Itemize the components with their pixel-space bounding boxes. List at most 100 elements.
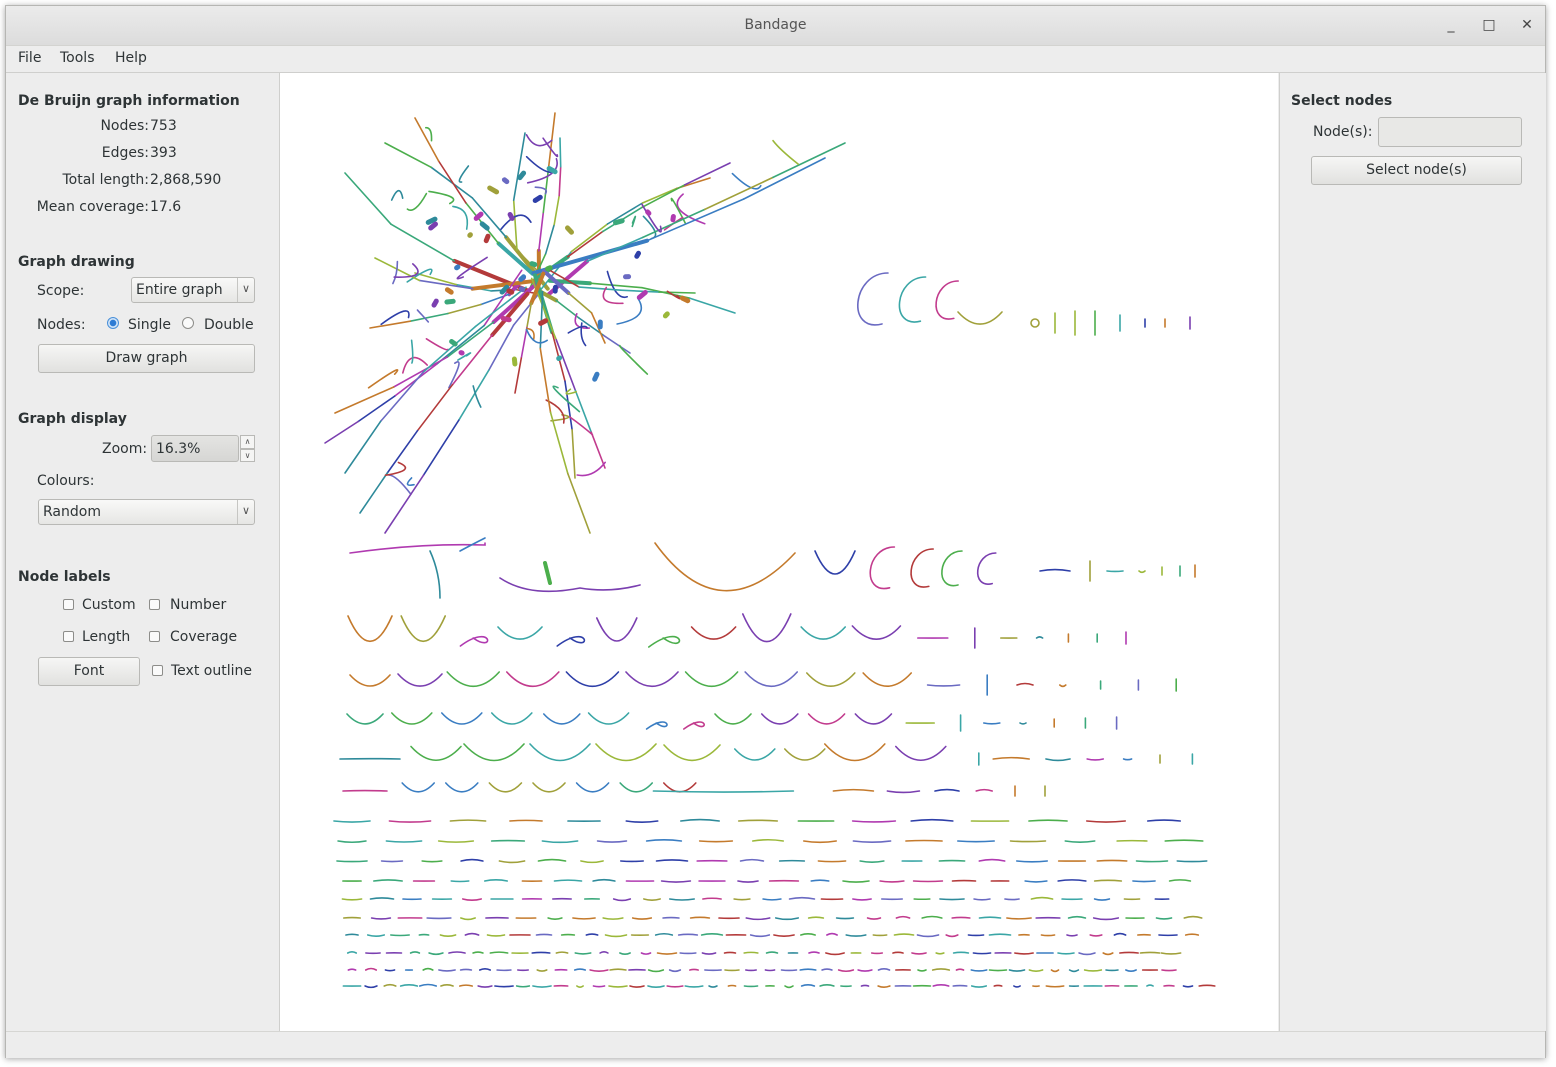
- graph-node-segment[interactable]: [478, 967, 492, 971]
- graph-node-segment[interactable]: [592, 371, 600, 382]
- graph-node-segment[interactable]: [970, 985, 988, 988]
- graph-node-segment[interactable]: [520, 326, 528, 359]
- graph-node-segment[interactable]: [567, 325, 588, 334]
- double-radio-label[interactable]: Double: [204, 317, 254, 333]
- graph-node-segment[interactable]: [1093, 879, 1123, 882]
- graph-node-segment[interactable]: [895, 915, 911, 919]
- graph-node-segment[interactable]: [525, 327, 535, 341]
- graph-node-segment[interactable]: [976, 552, 997, 585]
- graph-node-segment[interactable]: [386, 429, 419, 474]
- graph-node-segment[interactable]: [576, 461, 606, 477]
- graph-node-segment[interactable]: [641, 203, 662, 233]
- graph-node-segment[interactable]: [1028, 969, 1044, 972]
- select-nodes-button[interactable]: Select node(s): [1311, 156, 1522, 185]
- graph-node-segment[interactable]: [388, 820, 432, 823]
- graph-node-segment[interactable]: [448, 361, 460, 389]
- graph-node-segment[interactable]: [555, 339, 577, 392]
- graph-node-segment[interactable]: [472, 951, 484, 954]
- graph-node-segment[interactable]: [400, 615, 446, 643]
- graph-node-segment[interactable]: [866, 917, 882, 920]
- graph-node-segment[interactable]: [488, 324, 515, 371]
- graph-node-segment[interactable]: [464, 932, 480, 936]
- graph-node-segment[interactable]: [595, 743, 657, 762]
- graph-node-segment[interactable]: [496, 241, 535, 276]
- graph-node-segment[interactable]: [391, 712, 433, 725]
- graph-node-segment[interactable]: [957, 840, 995, 843]
- graph-node-segment[interactable]: [555, 299, 580, 319]
- graph-node-segment[interactable]: [425, 216, 438, 225]
- graph-node-segment[interactable]: [558, 165, 562, 197]
- graph-node-segment[interactable]: [634, 250, 641, 259]
- graph-node-segment[interactable]: [441, 712, 483, 725]
- graph-node-segment[interactable]: [364, 967, 378, 971]
- graph-node-segment[interactable]: [446, 671, 500, 687]
- graph-node-segment[interactable]: [592, 878, 616, 882]
- graph-node-segment[interactable]: [370, 917, 392, 920]
- graph-node-segment[interactable]: [429, 550, 441, 599]
- graph-node-segment[interactable]: [602, 917, 624, 920]
- graph-node-segment[interactable]: [851, 820, 897, 823]
- graph-node-segment[interactable]: [578, 286, 622, 291]
- graph-node-segment[interactable]: [1183, 915, 1203, 919]
- graph-node-segment[interactable]: [409, 951, 421, 954]
- graph-node-segment[interactable]: [349, 542, 486, 554]
- graph-node-segment[interactable]: [585, 933, 599, 936]
- graph-node-segment[interactable]: [662, 311, 670, 319]
- graph-node-segment[interactable]: [663, 782, 697, 793]
- graph-node-segment[interactable]: [388, 474, 412, 496]
- graph-node-segment[interactable]: [458, 165, 470, 183]
- graph-node-segment[interactable]: [731, 172, 762, 190]
- graph-node-segment[interactable]: [428, 190, 455, 205]
- graph-node-segment[interactable]: [701, 952, 717, 955]
- single-radio-label[interactable]: Single: [128, 317, 172, 333]
- graph-node-segment[interactable]: [488, 782, 523, 793]
- graph-node-segment[interactable]: [570, 223, 609, 253]
- graph-node-segment[interactable]: [842, 880, 870, 883]
- graph-node-segment[interactable]: [708, 985, 718, 988]
- graph-node-segment[interactable]: [384, 461, 407, 476]
- graph-node-segment[interactable]: [898, 276, 927, 323]
- graph-node-segment[interactable]: [574, 952, 592, 955]
- graph-node-segment[interactable]: [589, 282, 643, 289]
- text-outline-checkbox[interactable]: [152, 665, 163, 676]
- graph-node-segment[interactable]: [832, 788, 875, 792]
- graph-node-segment[interactable]: [1092, 917, 1120, 921]
- graph-node-segment[interactable]: [1122, 758, 1133, 761]
- assembly-graph-drawing[interactable]: [280, 73, 1278, 1031]
- graph-node-segment[interactable]: [572, 917, 596, 920]
- graph-node-segment[interactable]: [499, 284, 510, 295]
- graph-node-segment[interactable]: [765, 951, 779, 954]
- graph-node-segment[interactable]: [1015, 860, 1049, 863]
- graph-node-segment[interactable]: [1013, 985, 1021, 988]
- graph-node-segment[interactable]: [587, 712, 630, 725]
- graph-node-segment[interactable]: [341, 898, 363, 901]
- graph-node-segment[interactable]: [1086, 758, 1104, 761]
- graph-node-segment[interactable]: [369, 320, 412, 329]
- graph-node-segment[interactable]: [445, 782, 479, 793]
- graph-node-segment[interactable]: [546, 166, 558, 175]
- graph-node-segment[interactable]: [471, 197, 507, 239]
- graph-node-segment[interactable]: [459, 537, 486, 552]
- graph-node-segment[interactable]: [939, 898, 965, 901]
- coverage-checkbox[interactable]: [149, 631, 160, 642]
- graph-node-segment[interactable]: [1085, 820, 1127, 823]
- graph-node-segment[interactable]: [877, 968, 891, 971]
- graph-node-segment[interactable]: [344, 420, 382, 474]
- graph-node-segment[interactable]: [1096, 859, 1128, 862]
- graph-node-segment[interactable]: [803, 840, 837, 844]
- graph-node-segment[interactable]: [409, 312, 449, 322]
- graph-node-segment[interactable]: [473, 211, 484, 221]
- graph-node-segment[interactable]: [549, 269, 580, 288]
- graph-node-segment[interactable]: [384, 142, 432, 169]
- graph-node-segment[interactable]: [512, 199, 518, 251]
- graph-node-segment[interactable]: [525, 328, 548, 344]
- node-ids-input[interactable]: [1378, 117, 1522, 147]
- graph-node-segment[interactable]: [743, 157, 826, 200]
- graph-node-segment[interactable]: [367, 369, 399, 389]
- number-checkbox-label[interactable]: Number: [170, 597, 227, 613]
- maximize-button[interactable]: □: [1482, 17, 1496, 33]
- graph-node-segment[interactable]: [457, 352, 472, 361]
- graph-node-segment[interactable]: [1030, 896, 1054, 900]
- graph-node-segment[interactable]: [518, 286, 526, 293]
- graph-node-segment[interactable]: [548, 112, 556, 167]
